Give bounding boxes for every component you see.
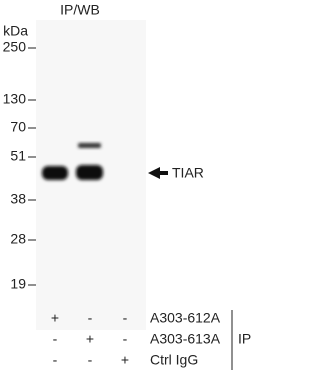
lane-sign: - [88, 310, 93, 326]
lane-sign: - [123, 331, 128, 347]
lane-sign: - [88, 352, 93, 368]
band [42, 166, 68, 180]
arrow [148, 167, 168, 179]
band-label: TIAR [172, 165, 204, 181]
blot-title: IP/WB [60, 2, 100, 18]
marker-label: 28 [10, 231, 26, 247]
marker-label: 51 [10, 148, 26, 164]
western-blot-figure: IP/WB kDa TIAR IP 250 130 70 51 38 28 19 + - - A30… [3, 2, 251, 370]
marker-label: 130 [3, 91, 27, 107]
lane-sign: - [53, 352, 58, 368]
marker-label: 70 [10, 119, 26, 135]
band [76, 165, 103, 180]
lane-sign: + [51, 310, 59, 326]
lane-sign: + [86, 331, 94, 347]
row-label: Ctrl IgG [150, 352, 198, 368]
marker-unit: kDa [3, 23, 28, 39]
marker-label: 19 [10, 276, 26, 292]
marker-label: 38 [10, 191, 26, 207]
band [78, 143, 101, 148]
row-label: A303-613A [150, 331, 221, 347]
lane-sign: + [121, 352, 129, 368]
lane-sign: - [53, 331, 58, 347]
group-label: IP [238, 331, 251, 347]
row-label: A303-612A [150, 310, 221, 326]
marker-label: 250 [3, 39, 27, 55]
lane-sign: - [123, 310, 128, 326]
